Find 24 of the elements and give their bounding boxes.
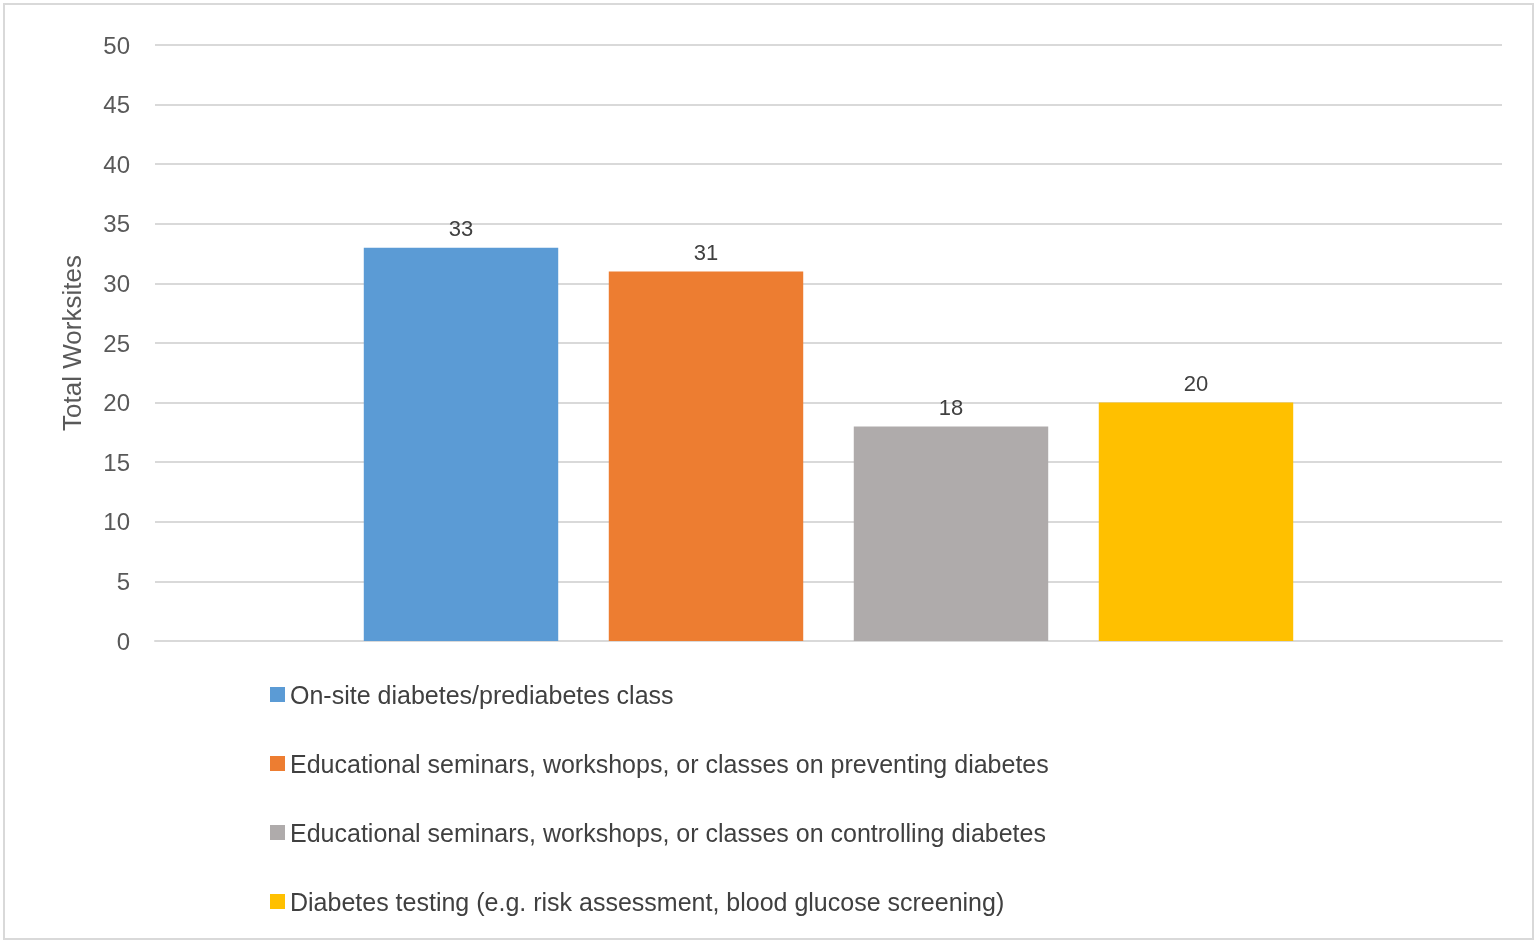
data-label: 33 xyxy=(448,216,474,242)
data-label: 18 xyxy=(938,394,964,420)
data-label: 31 xyxy=(693,239,719,265)
y-tick-label: 35 xyxy=(103,210,130,238)
y-tick-label: 45 xyxy=(103,91,130,119)
legend-label: On-site diabetes/prediabetes class xyxy=(290,680,674,709)
data-label: 20 xyxy=(1183,371,1209,397)
bar xyxy=(608,271,804,641)
y-tick-label: 20 xyxy=(103,389,130,417)
y-tick-label: 5 xyxy=(116,567,130,595)
bar xyxy=(853,426,1049,641)
legend-label: Educational seminars, workshops, or classes on controlling diabetes xyxy=(290,818,1046,847)
bar xyxy=(1098,402,1294,641)
bar xyxy=(363,247,559,641)
y-tick-label: 40 xyxy=(103,150,130,178)
y-tick-label: 10 xyxy=(103,508,130,536)
y-axis-title: Total Worksites xyxy=(57,255,87,431)
y-tick-label: 50 xyxy=(103,31,130,59)
y-tick-label: 0 xyxy=(116,627,130,655)
y-tick-label: 25 xyxy=(103,329,130,357)
legend-label: Diabetes testing (e.g. risk assessment, blood glucose screening) xyxy=(290,887,1005,916)
y-tick-label: 15 xyxy=(103,448,130,476)
y-tick-label: 30 xyxy=(103,269,130,297)
legend-label: Educational seminars, workshops, or classes on preventing diabetes xyxy=(290,749,1049,778)
